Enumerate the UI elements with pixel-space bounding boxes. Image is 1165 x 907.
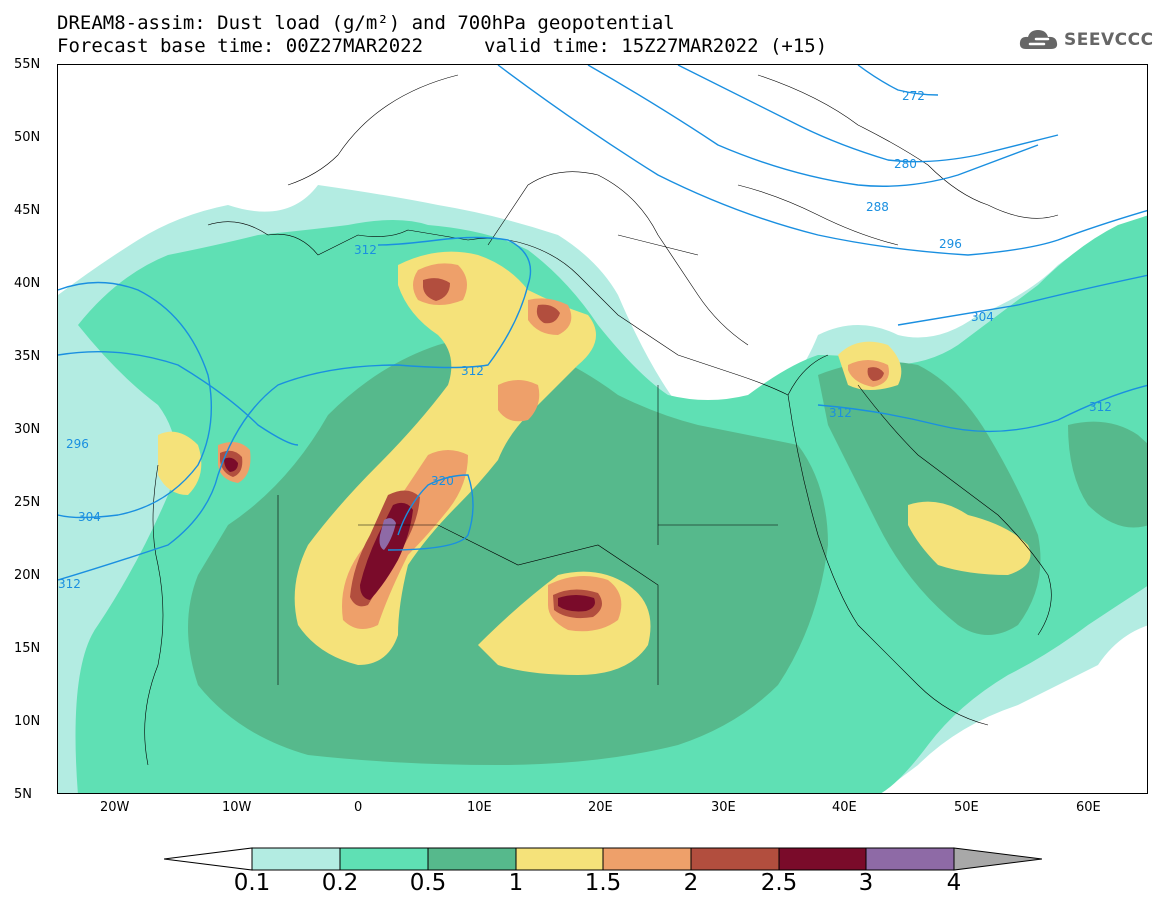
contour-label-312-west: 312 bbox=[58, 577, 81, 591]
dust-field-purple bbox=[379, 518, 396, 550]
lon-label-30e: 30E bbox=[711, 800, 736, 815]
seevccc-logo: SEEVCCC bbox=[1018, 27, 1154, 53]
colorbar-bin-6 bbox=[778, 847, 867, 871]
contour-label-288: 288 bbox=[866, 200, 889, 214]
contour-label-296: 296 bbox=[939, 237, 962, 251]
contour-label-320: 320 bbox=[431, 474, 454, 488]
colorbar-bin-5 bbox=[690, 847, 780, 871]
dust-map: 272 280 288 296 304 312 312 312 312 320 … bbox=[58, 65, 1147, 793]
lat-label-10n: 10N bbox=[14, 714, 41, 729]
valid-time: valid time: 15Z27MAR2022 (+15) bbox=[484, 35, 828, 57]
lon-label-60e: 60E bbox=[1076, 800, 1101, 815]
colorbar-label-0.1: 0.1 bbox=[233, 870, 271, 896]
colorbar-low-tail bbox=[164, 847, 253, 871]
contour-label-296-west: 296 bbox=[66, 437, 89, 451]
lat-label-40n: 40N bbox=[14, 276, 41, 291]
contour-label-304: 304 bbox=[971, 310, 994, 324]
colorbar-bin-1 bbox=[339, 847, 429, 871]
lon-label-10e: 10E bbox=[467, 800, 492, 815]
colorbar-label-1: 1 bbox=[508, 870, 524, 896]
contour-label-312c: 312 bbox=[829, 406, 852, 420]
lon-label-10w: 10W bbox=[222, 800, 252, 815]
colorbar-label-0.2: 0.2 bbox=[321, 870, 359, 896]
lon-label-0: 0 bbox=[354, 800, 363, 815]
geopotential-contours bbox=[58, 65, 1147, 581]
cloud-icon bbox=[1019, 30, 1058, 49]
colorbar-label-2.5: 2.5 bbox=[760, 870, 798, 896]
lat-label-20n: 20N bbox=[14, 568, 41, 583]
contour-label-280: 280 bbox=[894, 157, 917, 171]
colorbar-high-tail bbox=[953, 847, 1042, 871]
colorbar-label-2: 2 bbox=[683, 870, 699, 896]
contour-label-312d: 312 bbox=[1089, 400, 1112, 414]
colorbar-bin-2 bbox=[427, 847, 517, 871]
lat-label-5n: 5N bbox=[14, 787, 32, 802]
colorbar-label-3: 3 bbox=[858, 870, 874, 896]
colorbar-bin-0 bbox=[251, 847, 341, 871]
map-area: 272 280 288 296 304 312 312 312 312 320 … bbox=[57, 64, 1148, 794]
contour-label-312b: 312 bbox=[461, 364, 484, 378]
dust-colorbar bbox=[164, 847, 1042, 871]
lon-label-20w: 20W bbox=[100, 800, 130, 815]
lon-label-40e: 40E bbox=[832, 800, 857, 815]
lat-label-30n: 30N bbox=[14, 422, 41, 437]
lon-label-20e: 20E bbox=[588, 800, 613, 815]
colorbar-label-4: 4 bbox=[946, 870, 962, 896]
colorbar-bin-3 bbox=[515, 847, 604, 871]
contour-label-272: 272 bbox=[902, 89, 925, 103]
colorbar-label-0.5: 0.5 bbox=[409, 870, 447, 896]
lat-label-50n: 50N bbox=[14, 130, 41, 145]
contour-labels: 272 280 288 296 304 312 312 312 312 320 … bbox=[58, 89, 1112, 591]
lat-label-25n: 25N bbox=[14, 495, 41, 510]
lat-label-45n: 45N bbox=[14, 203, 41, 218]
lat-label-35n: 35N bbox=[14, 349, 41, 364]
colorbar-bin-4 bbox=[602, 847, 692, 871]
lon-label-50e: 50E bbox=[954, 800, 979, 815]
map-title: DREAM8-assim: Dust load (g/m²) and 700hP… bbox=[57, 12, 675, 34]
lat-label-15n: 15N bbox=[14, 641, 41, 656]
contour-label-312a: 312 bbox=[354, 243, 377, 257]
contour-label-304-west: 304 bbox=[78, 510, 101, 524]
forecast-base-time: Forecast base time: 00Z27MAR2022 bbox=[57, 35, 424, 57]
colorbar-label-1.5: 1.5 bbox=[584, 870, 622, 896]
coastlines bbox=[144, 74, 1059, 766]
logo-text: SEEVCCC bbox=[1064, 30, 1154, 50]
colorbar-bin-7 bbox=[865, 847, 955, 871]
lat-label-55n: 55N bbox=[14, 57, 41, 72]
